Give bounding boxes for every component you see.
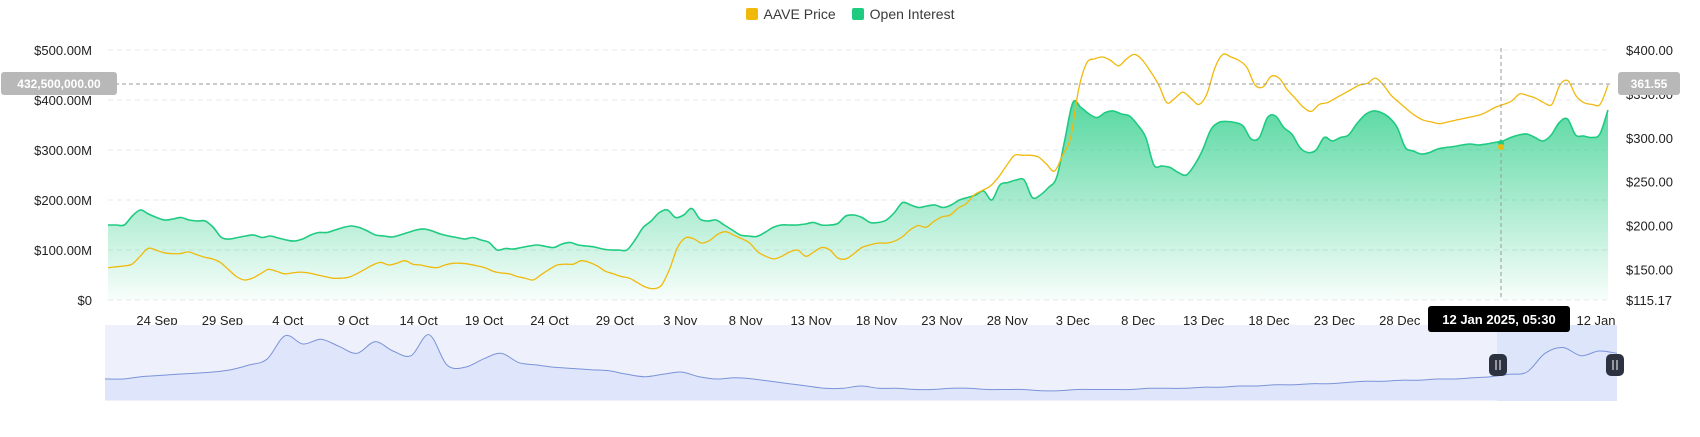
- x-tick-label: 14 Oct: [399, 313, 438, 328]
- open-interest-area: [108, 100, 1608, 301]
- y-right-tick-label: $400.00: [1626, 43, 1673, 58]
- x-tick-label: 24 Sep: [136, 313, 177, 328]
- x-tick-label: 28 Nov: [987, 313, 1029, 328]
- crosshair-price-point: [1498, 144, 1504, 150]
- crosshair-left-value: 432,500,000.00: [17, 77, 101, 91]
- crosshair: 432,500,000.00 361.55: [1, 48, 1680, 300]
- x-tick-label: 13 Nov: [790, 313, 832, 328]
- navigator-handle-left[interactable]: [1489, 354, 1507, 376]
- navigator-line: [104, 334, 1618, 392]
- x-tick-label: 18 Dec: [1248, 313, 1290, 328]
- x-tick-label: 29 Oct: [596, 313, 635, 328]
- y-right-tick-label: $300.00: [1626, 131, 1673, 146]
- x-tick-label: 4 Oct: [272, 313, 303, 328]
- x-tick-label: 29 Sep: [202, 313, 243, 328]
- y-left-tick-label: $200.00M: [34, 193, 92, 208]
- x-tick-label: 24 Oct: [530, 313, 569, 328]
- x-axis: 24 Sep 29 Sep 4 Oct 9 Oct 14 Oct 19 Oct 24 Oct…: [136, 313, 1615, 328]
- legend-swatch-open-interest: [851, 8, 864, 20]
- y-right-tick-label: $250.00: [1626, 175, 1673, 190]
- legend-swatch-aave-price: [745, 8, 758, 20]
- x-tick-label: 23 Nov: [921, 313, 963, 328]
- y-left-tick-label: $100.00M: [34, 243, 92, 258]
- y-left-tick-label: $400.00M: [34, 93, 92, 108]
- x-tick-label: 3 Nov: [663, 313, 697, 328]
- crosshair-left-tag: [1, 72, 117, 95]
- x-tick-label: 8 Dec: [1121, 313, 1155, 328]
- x-tick-label: 18 Nov: [856, 313, 898, 328]
- aave-price-line: [107, 53, 1609, 290]
- legend-item-open-interest[interactable]: Open Interest: [851, 6, 955, 22]
- y-left-tick-label: $300.00M: [34, 143, 92, 158]
- legend-item-aave-price[interactable]: AAVE Price: [745, 6, 836, 22]
- crosshair-right-value: 361.55: [1631, 77, 1668, 91]
- y-right-tick-label: $200.00: [1626, 219, 1673, 234]
- crosshair-time-tooltip: 12 Jan 2025, 05:30: [1428, 306, 1570, 332]
- y-right-tick-label: $150.00: [1626, 262, 1673, 277]
- navigator-area: [105, 334, 1617, 400]
- y-left-tick-label: $0: [78, 293, 92, 308]
- x-tick-label: 3 Dec: [1056, 313, 1090, 328]
- legend-label-aave-price: AAVE Price: [763, 6, 836, 22]
- chart-legend: AAVE Price Open Interest: [0, 6, 1700, 22]
- legend-label-open-interest: Open Interest: [869, 6, 955, 22]
- x-tick-label: 23 Dec: [1314, 313, 1356, 328]
- open-interest-line: [107, 99, 1609, 252]
- crosshair-time-label: 12 Jan 2025, 05:30: [1442, 312, 1555, 327]
- y-axis-left: $0 $100.00M $200.00M $300.00M $400.00M $500.0…: [34, 43, 92, 308]
- navigator-handle-right[interactable]: [1606, 354, 1624, 376]
- x-tick-label: 19 Oct: [465, 313, 504, 328]
- x-tick-label: 12 Jan: [1576, 313, 1615, 328]
- y-right-tick-label: $115.17: [1626, 293, 1672, 308]
- y-axis-right: $115.17$150.00$200.00$250.00$300.00$350.…: [1626, 43, 1673, 308]
- x-tick-label: 8 Nov: [729, 313, 763, 328]
- x-tick-label: 13 Dec: [1183, 313, 1225, 328]
- y-left-tick-label: $500.00M: [34, 43, 92, 58]
- range-navigator[interactable]: [104, 325, 1624, 401]
- x-tick-label: 28 Dec: [1379, 313, 1421, 328]
- x-tick-label: 9 Oct: [338, 313, 369, 328]
- crosshair-right-tag: [1618, 72, 1680, 95]
- series-layer: [107, 53, 1609, 301]
